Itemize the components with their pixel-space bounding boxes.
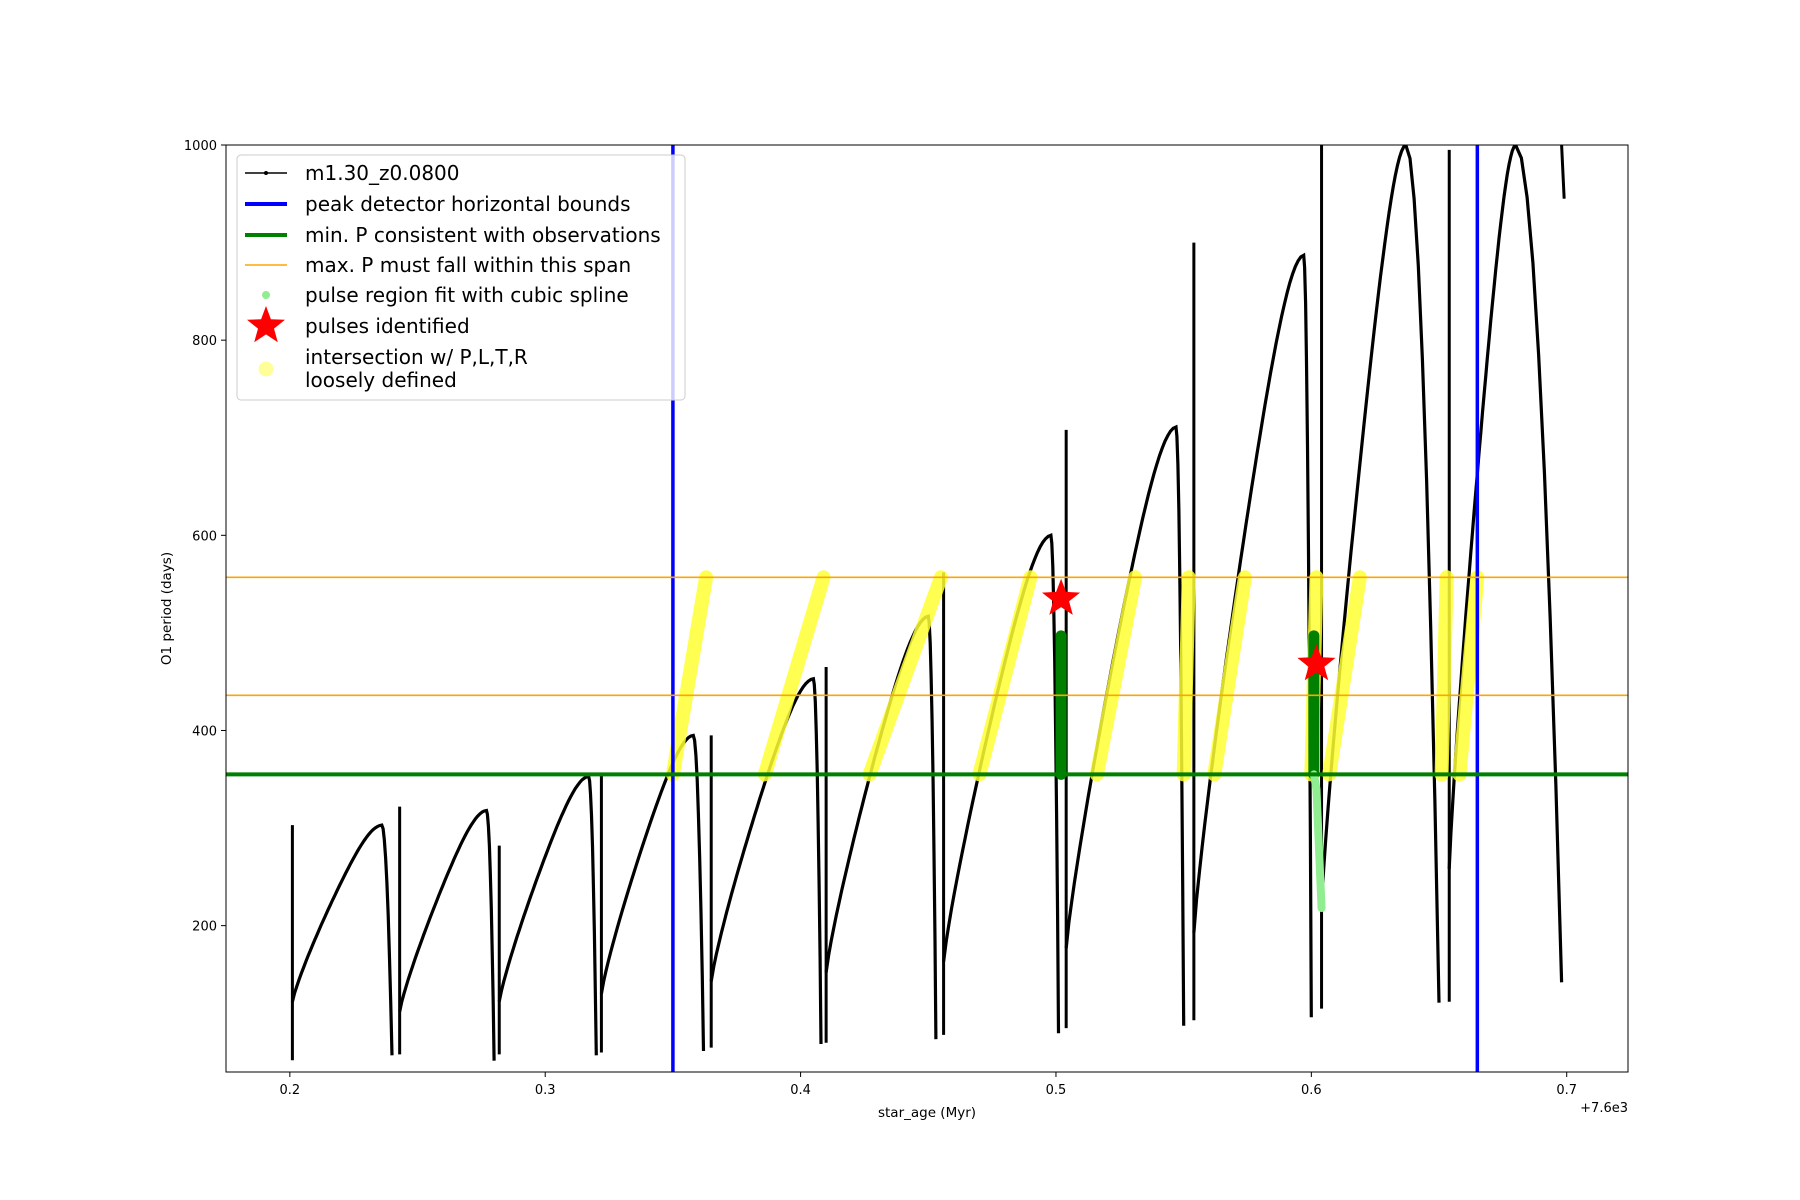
legend-box bbox=[236, 154, 686, 401]
axes: 0.2 0.3 0.4 0.5 0.6 0.7 200 400 600 800 1000 bbox=[184, 139, 1577, 1098]
cycle-curve-1 bbox=[398, 808, 496, 1061]
legend-item-4: pulse region fit with cubic spline bbox=[262, 283, 629, 307]
legend-label: intersection w/ P,L,T,R bbox=[305, 345, 528, 369]
cycle-curve-8 bbox=[1192, 252, 1313, 1018]
legend-handle-star bbox=[247, 306, 285, 343]
legend-item-1: peak detector horizontal bounds bbox=[245, 192, 631, 216]
y-tick-label-0: 200 bbox=[192, 920, 217, 935]
intersection-segment-6 bbox=[1207, 570, 1252, 782]
x-tick-label-2: 0.4 bbox=[790, 1083, 811, 1098]
intersection-segment-3 bbox=[972, 570, 1038, 782]
pulse-star-1 bbox=[1297, 644, 1336, 681]
legend-handle-dot bbox=[262, 291, 270, 299]
x-tick-label-1: 0.3 bbox=[535, 1083, 556, 1098]
y-tick-label-3: 800 bbox=[192, 334, 217, 349]
series-tail bbox=[1560, 145, 1566, 199]
cycle-curve-10 bbox=[1447, 145, 1564, 983]
legend-label: pulses identified bbox=[305, 314, 470, 338]
intersection-segment-8 bbox=[1322, 570, 1367, 782]
legend-label: loosely defined bbox=[305, 368, 457, 392]
cycle-curve-2 bbox=[497, 774, 598, 1056]
cycle-curve-0 bbox=[290, 823, 394, 1056]
legend-label: max. P must fall within this span bbox=[305, 253, 631, 277]
x-axis-offset-label: +7.6e3 bbox=[1580, 1101, 1628, 1116]
intersection-segment-1 bbox=[757, 570, 831, 782]
cycle-curve-7 bbox=[1064, 424, 1186, 1026]
plot-frame bbox=[225, 144, 1629, 1073]
plot-area bbox=[226, 145, 1628, 1072]
spline-tail-1 bbox=[1309, 770, 1326, 913]
legend-handle-marker bbox=[264, 171, 268, 175]
intersection-segment-5 bbox=[1176, 570, 1196, 782]
y-tick-label-1: 400 bbox=[192, 724, 217, 739]
legend-label: peak detector horizontal bounds bbox=[305, 192, 631, 216]
cycle-curve-5 bbox=[824, 614, 938, 1040]
legend-label: min. P consistent with observations bbox=[305, 223, 661, 247]
x-tick-label-0: 0.2 bbox=[279, 1083, 300, 1098]
intersection-segment-0 bbox=[665, 570, 714, 782]
x-tick-label-4: 0.6 bbox=[1301, 1083, 1322, 1098]
intersection-segment-2 bbox=[862, 570, 949, 782]
legend-label: m1.30_z0.0800 bbox=[305, 161, 460, 185]
legend-handle-bigdot bbox=[258, 361, 274, 377]
intersection-segment-9 bbox=[1434, 570, 1454, 782]
legend-item-0: m1.30_z0.0800 bbox=[245, 161, 460, 185]
intersection-segment-10 bbox=[1452, 570, 1485, 782]
legend-label: pulse region fit with cubic spline bbox=[305, 283, 629, 307]
x-axis-label: star_age (Myr) bbox=[878, 1105, 976, 1121]
legend-item-3: max. P must fall within this span bbox=[245, 253, 631, 277]
intersection-segment-4 bbox=[1089, 570, 1143, 782]
legend-item-5: pulses identified bbox=[247, 306, 470, 343]
cycle-curve-9 bbox=[1320, 145, 1441, 1003]
x-tick-label-3: 0.5 bbox=[1046, 1083, 1067, 1098]
legend-item-2: min. P consistent with observations bbox=[245, 223, 661, 247]
cycle-curve-3 bbox=[599, 733, 706, 1052]
cycle-curve-6 bbox=[942, 533, 1061, 1034]
y-tick-label-4: 1000 bbox=[184, 139, 217, 154]
x-tick-label-5: 0.7 bbox=[1556, 1083, 1577, 1098]
cycle-curve-4 bbox=[709, 676, 823, 1045]
y-tick-label-2: 600 bbox=[192, 529, 217, 544]
y-axis-label: O1 period (days) bbox=[159, 552, 175, 665]
pulse-star-0 bbox=[1042, 578, 1081, 615]
